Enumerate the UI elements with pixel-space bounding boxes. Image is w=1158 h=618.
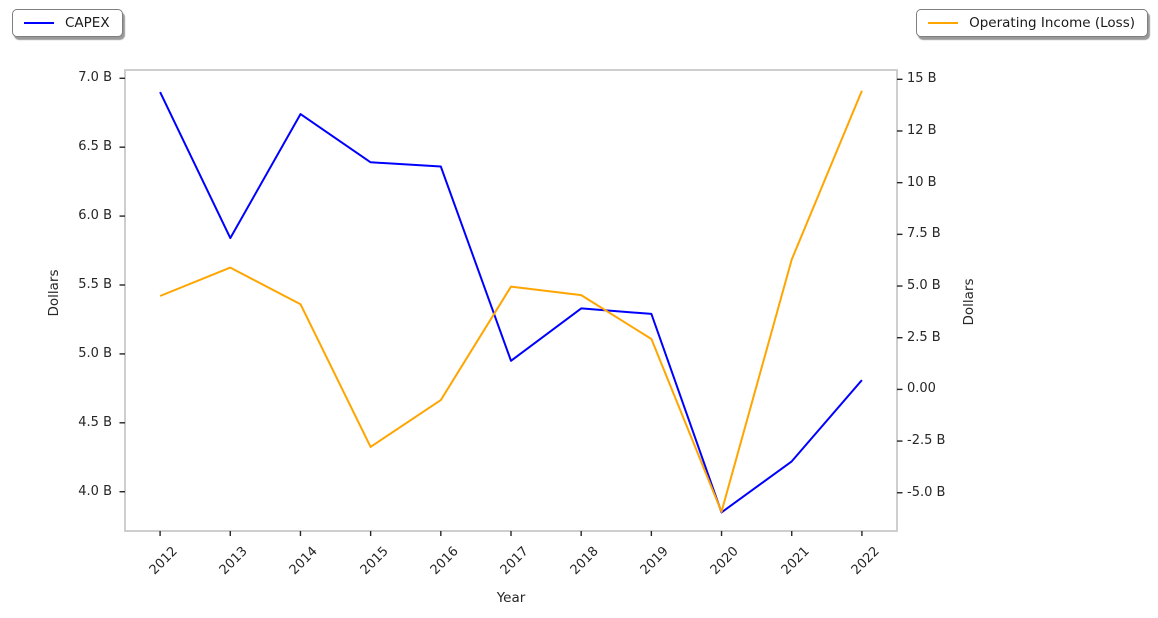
legend-capex-label: CAPEX (65, 15, 110, 31)
left-ytick-label-6: 4.0 B (78, 483, 112, 499)
legend-operating-income-label: Operating Income (Loss) (969, 15, 1135, 31)
legend-operating-income: Operating Income (Loss) (916, 9, 1148, 37)
left-ytick-label-2: 6.0 B (78, 208, 112, 224)
right-y-axis-title: Dollars (961, 278, 977, 326)
right-ytick-label-7: -2.5 B (907, 433, 946, 449)
series-line-capex (159, 91, 863, 514)
operating-income-line-sample (928, 22, 959, 24)
left-ytick-label-0: 7.0 B (78, 70, 112, 86)
right-ytick-label-3: 7.5 B (907, 226, 941, 242)
series-line-operating-income (159, 90, 863, 513)
right-ytick-label-1: 12 B (907, 122, 937, 138)
right-ytick-label-8: -5.0 B (907, 484, 946, 500)
left-ytick-label-5: 4.5 B (78, 414, 112, 430)
left-ytick-label-1: 6.5 B (78, 139, 112, 155)
legend-capex: CAPEX (12, 9, 123, 37)
right-ytick-label-0: 15 B (907, 71, 937, 87)
left-ytick-label-4: 5.0 B (78, 345, 112, 361)
capex-line-sample (24, 22, 54, 24)
x-axis-title: Year (496, 590, 526, 606)
left-y-axis-title: Dollars (46, 269, 62, 317)
right-ytick-label-5: 2.5 B (907, 329, 941, 345)
right-ytick-label-6: 0.00 (907, 381, 936, 397)
right-ytick-label-2: 10 B (907, 174, 937, 190)
left-ytick-label-3: 5.5 B (78, 276, 112, 292)
right-ytick-label-4: 5.0 B (907, 278, 941, 294)
